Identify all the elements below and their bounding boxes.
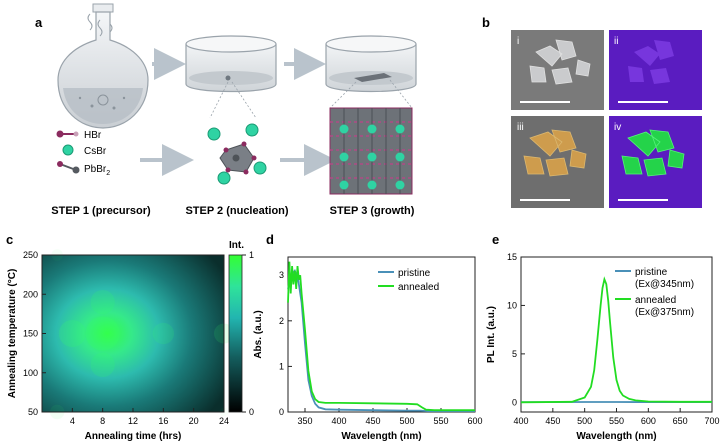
flask-illustration	[57, 3, 149, 129]
x-tick-label: 500	[399, 416, 414, 426]
nucleation-cluster	[207, 123, 267, 185]
y-tick-label: 0	[279, 407, 284, 417]
y-tick-label: 200	[23, 289, 38, 299]
subpanel-iv-label: iv	[614, 122, 621, 133]
y-tick-label: 50	[28, 407, 38, 417]
colorbar-ticks: 01	[242, 250, 254, 417]
absorbance-series	[287, 261, 475, 412]
heatmap-field	[42, 255, 224, 412]
subpanel-i-label: i	[517, 36, 519, 47]
absorbance-x-axis-label: Wavelength (nm)	[341, 431, 421, 442]
pl-series	[520, 276, 712, 404]
absorbance-legend: pristine annealed	[378, 268, 439, 293]
micrograph-iv: iv	[609, 116, 702, 208]
panel-c-label: c	[6, 232, 13, 247]
x-tick-label: 550	[609, 416, 624, 426]
x-tick-label: 12	[128, 416, 138, 426]
legend-csbr: CsBr	[84, 146, 107, 157]
micrograph-ii: ii	[609, 30, 702, 110]
panel-a: a	[35, 3, 417, 217]
y-tick-label: 3	[279, 270, 284, 280]
x-tick-label: 24	[219, 416, 229, 426]
heatmap-intensity-point	[85, 316, 120, 351]
panel-b: b i ii iii iv	[482, 15, 702, 208]
heatmap-intensity-point	[152, 322, 175, 345]
step-1-label: STEP 1 (precursor)	[51, 205, 151, 217]
absorbance-y-axis-label: Abs. (a.u.)	[253, 310, 264, 358]
panel-a-label: a	[35, 15, 43, 30]
precursor-legend: HBr CsBr PbBr2	[56, 130, 110, 177]
y-tick-label: 5	[512, 349, 517, 359]
legend-hbr: HBr	[84, 130, 102, 141]
panel-b-label: b	[482, 15, 490, 30]
heatmap-y-axis-label: Annealing temperature (°C)	[7, 269, 18, 399]
panel-d: d 350 400 450 500 550 600 0 1 2 3 pristine anneale…	[253, 232, 483, 442]
subpanel-iii-label: iii	[517, 122, 524, 133]
colorbar	[228, 254, 243, 413]
x-tick-label: 450	[545, 416, 560, 426]
micrograph-iii: iii	[511, 116, 604, 208]
heatmap-intensity-point	[58, 320, 86, 347]
pl-legend: pristine(Ex@345nm) annealed(Ex@375nm)	[615, 267, 694, 318]
panel-d-label: d	[266, 232, 274, 247]
pl-y-axis-label: PL Int. (a.u.)	[486, 306, 497, 363]
y-tick-label: 100	[23, 368, 38, 378]
legend-pbbr2: PbBr2	[84, 164, 110, 177]
x-tick-label: 450	[365, 416, 380, 426]
absorbance-plot-frame	[287, 256, 476, 413]
legend-label-1: (Ex@375nm)	[635, 307, 694, 318]
micrograph-i: i	[511, 30, 604, 110]
heatmap-intensity-point	[90, 352, 115, 377]
series-line-1	[287, 261, 475, 412]
series-line-1	[520, 276, 712, 404]
y-tick-label: 250	[23, 250, 38, 260]
x-tick-label: 600	[467, 416, 482, 426]
legend-label-1: annealed	[398, 282, 439, 293]
x-tick-label: 350	[297, 416, 312, 426]
x-tick-label: 500	[577, 416, 592, 426]
petri-dish-nucleation	[185, 35, 277, 93]
heatmap-intensity-point	[90, 290, 115, 315]
x-tick-label: 700	[704, 416, 719, 426]
pl-axes: 400 450 500 550 600 650 700 0 5 10 15	[507, 252, 720, 426]
x-tick-label: 20	[189, 416, 199, 426]
x-tick-label: 16	[158, 416, 168, 426]
step-2-label: STEP 2 (nucleation)	[185, 205, 288, 217]
step-3-label: STEP 3 (growth)	[330, 205, 415, 217]
heatmap-x-axis-label: Annealing time (hrs)	[85, 431, 182, 442]
x-tick-label: 550	[433, 416, 448, 426]
panel-e-label: e	[492, 232, 499, 247]
subpanel-ii-label: ii	[614, 36, 618, 47]
absorbance-axes: 350 400 450 500 550 600 0 1 2 3	[279, 270, 483, 426]
colorbar-label: Int.	[229, 240, 244, 251]
crystal-lattice	[329, 107, 413, 195]
x-tick-label: 4	[70, 416, 75, 426]
heatmap-axes: 4 8 12 16 20 24 50 100 150 200 250	[23, 250, 229, 426]
pl-plot-frame	[520, 256, 713, 413]
x-tick-label: 400	[331, 416, 346, 426]
legend-label-1: annealed	[635, 295, 676, 306]
y-tick-label: 150	[23, 329, 38, 339]
legend-label-0: pristine	[398, 268, 431, 279]
y-tick-label: 2	[279, 316, 284, 326]
y-tick-label: 1	[279, 361, 284, 371]
legend-label-0: (Ex@345nm)	[635, 279, 694, 290]
colorbar-tick-label: 1	[249, 250, 254, 260]
pl-x-axis-label: Wavelength (nm)	[576, 431, 656, 442]
legend-label-0: pristine	[635, 267, 668, 278]
x-tick-label: 650	[673, 416, 688, 426]
y-tick-label: 10	[507, 300, 517, 310]
colorbar-tick-label: 0	[249, 407, 254, 417]
x-tick-label: 8	[100, 416, 105, 426]
x-tick-label: 600	[641, 416, 656, 426]
petri-dish-growth	[325, 35, 417, 93]
y-tick-label: 15	[507, 252, 517, 262]
x-tick-label: 400	[513, 416, 528, 426]
y-tick-label: 0	[512, 397, 517, 407]
panel-c: c 4 8 12 16 20 24 50 100 150 200 250 Annealing tim…	[6, 232, 254, 442]
